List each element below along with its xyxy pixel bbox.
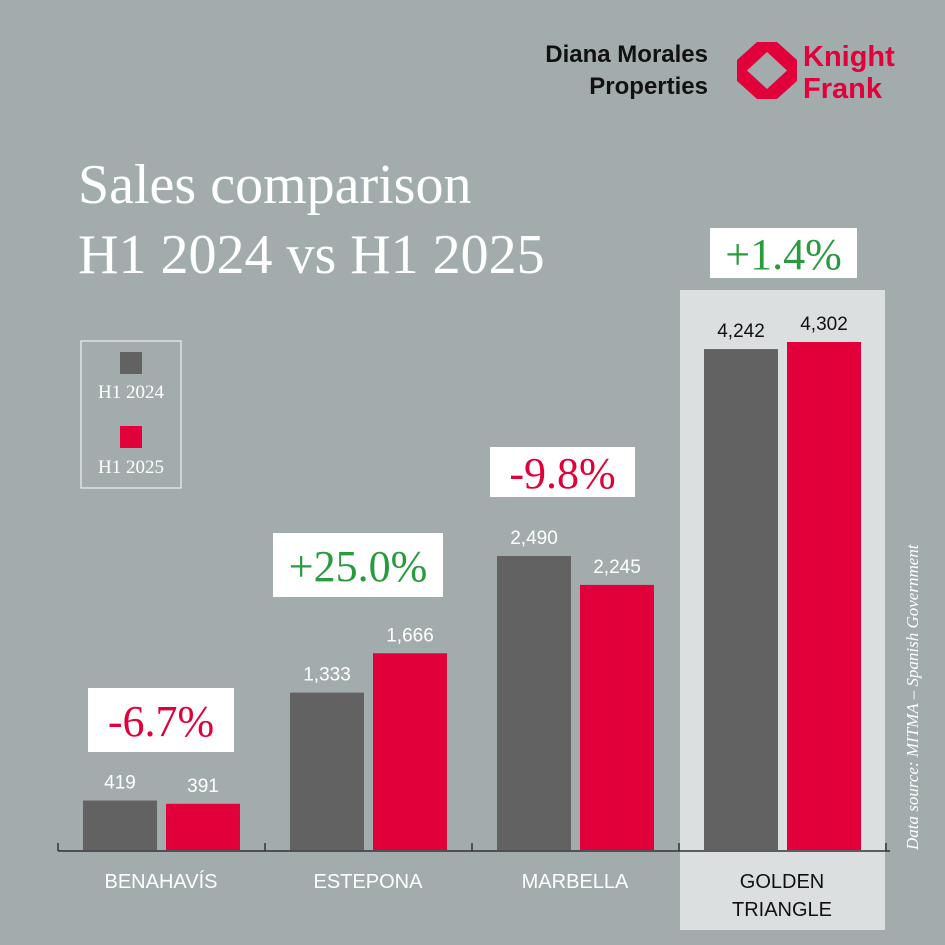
change-label: +1.4% [725,230,841,279]
bar-h1-2025 [787,342,861,850]
change-badge [88,688,234,752]
legend-swatch-h1-2025 [120,426,142,448]
value-label: 391 [187,776,219,797]
category-label: ESTEPONA [314,871,424,893]
bar-h1-2024 [290,692,364,850]
data-source: Data source: MITMA – Spanish Government [903,543,922,851]
value-label: 2,490 [510,528,558,549]
logo-text-knight: Knight [803,41,895,73]
category-label: BENAHAVÍS [105,870,218,893]
change-label: -9.8% [509,449,615,498]
value-label: 419 [104,773,136,794]
category-label: TRIANGLE [732,899,832,921]
partner-name-line2: Properties [589,73,708,100]
change-badge [490,447,635,497]
title-line1: Sales comparison [78,154,471,216]
legend-label-h1-2025: H1 2025 [98,457,164,478]
legend: H1 2024 H1 2025 [80,340,182,489]
value-label: 2,245 [593,557,641,578]
logo-text-frank: Frank [803,73,883,105]
partner-name-line1: Diana Morales [545,41,708,68]
category-label: GOLDEN [740,871,824,893]
change-badge [273,533,443,597]
bar-h1-2025 [166,803,240,850]
change-label: +25.0% [289,542,427,591]
value-label: 4,242 [717,321,765,342]
bar-h1-2024 [704,349,778,850]
legend-label-h1-2024: H1 2024 [98,382,164,403]
title-line2: H1 2024 vs H1 2025 [78,224,545,286]
legend-swatch-h1-2024 [120,352,142,374]
category-label: MARBELLA [522,871,629,893]
knight-frank-logo-icon [737,42,797,99]
bar-h1-2025 [373,653,447,850]
change-badge [710,228,857,278]
change-label: -6.7% [108,697,214,746]
value-label: 1,333 [303,665,351,686]
bar-h1-2024 [497,555,571,850]
bar-h1-2024 [83,800,157,850]
value-label: 4,302 [800,314,848,335]
value-label: 1,666 [386,625,434,646]
bar-h1-2025 [580,584,654,850]
